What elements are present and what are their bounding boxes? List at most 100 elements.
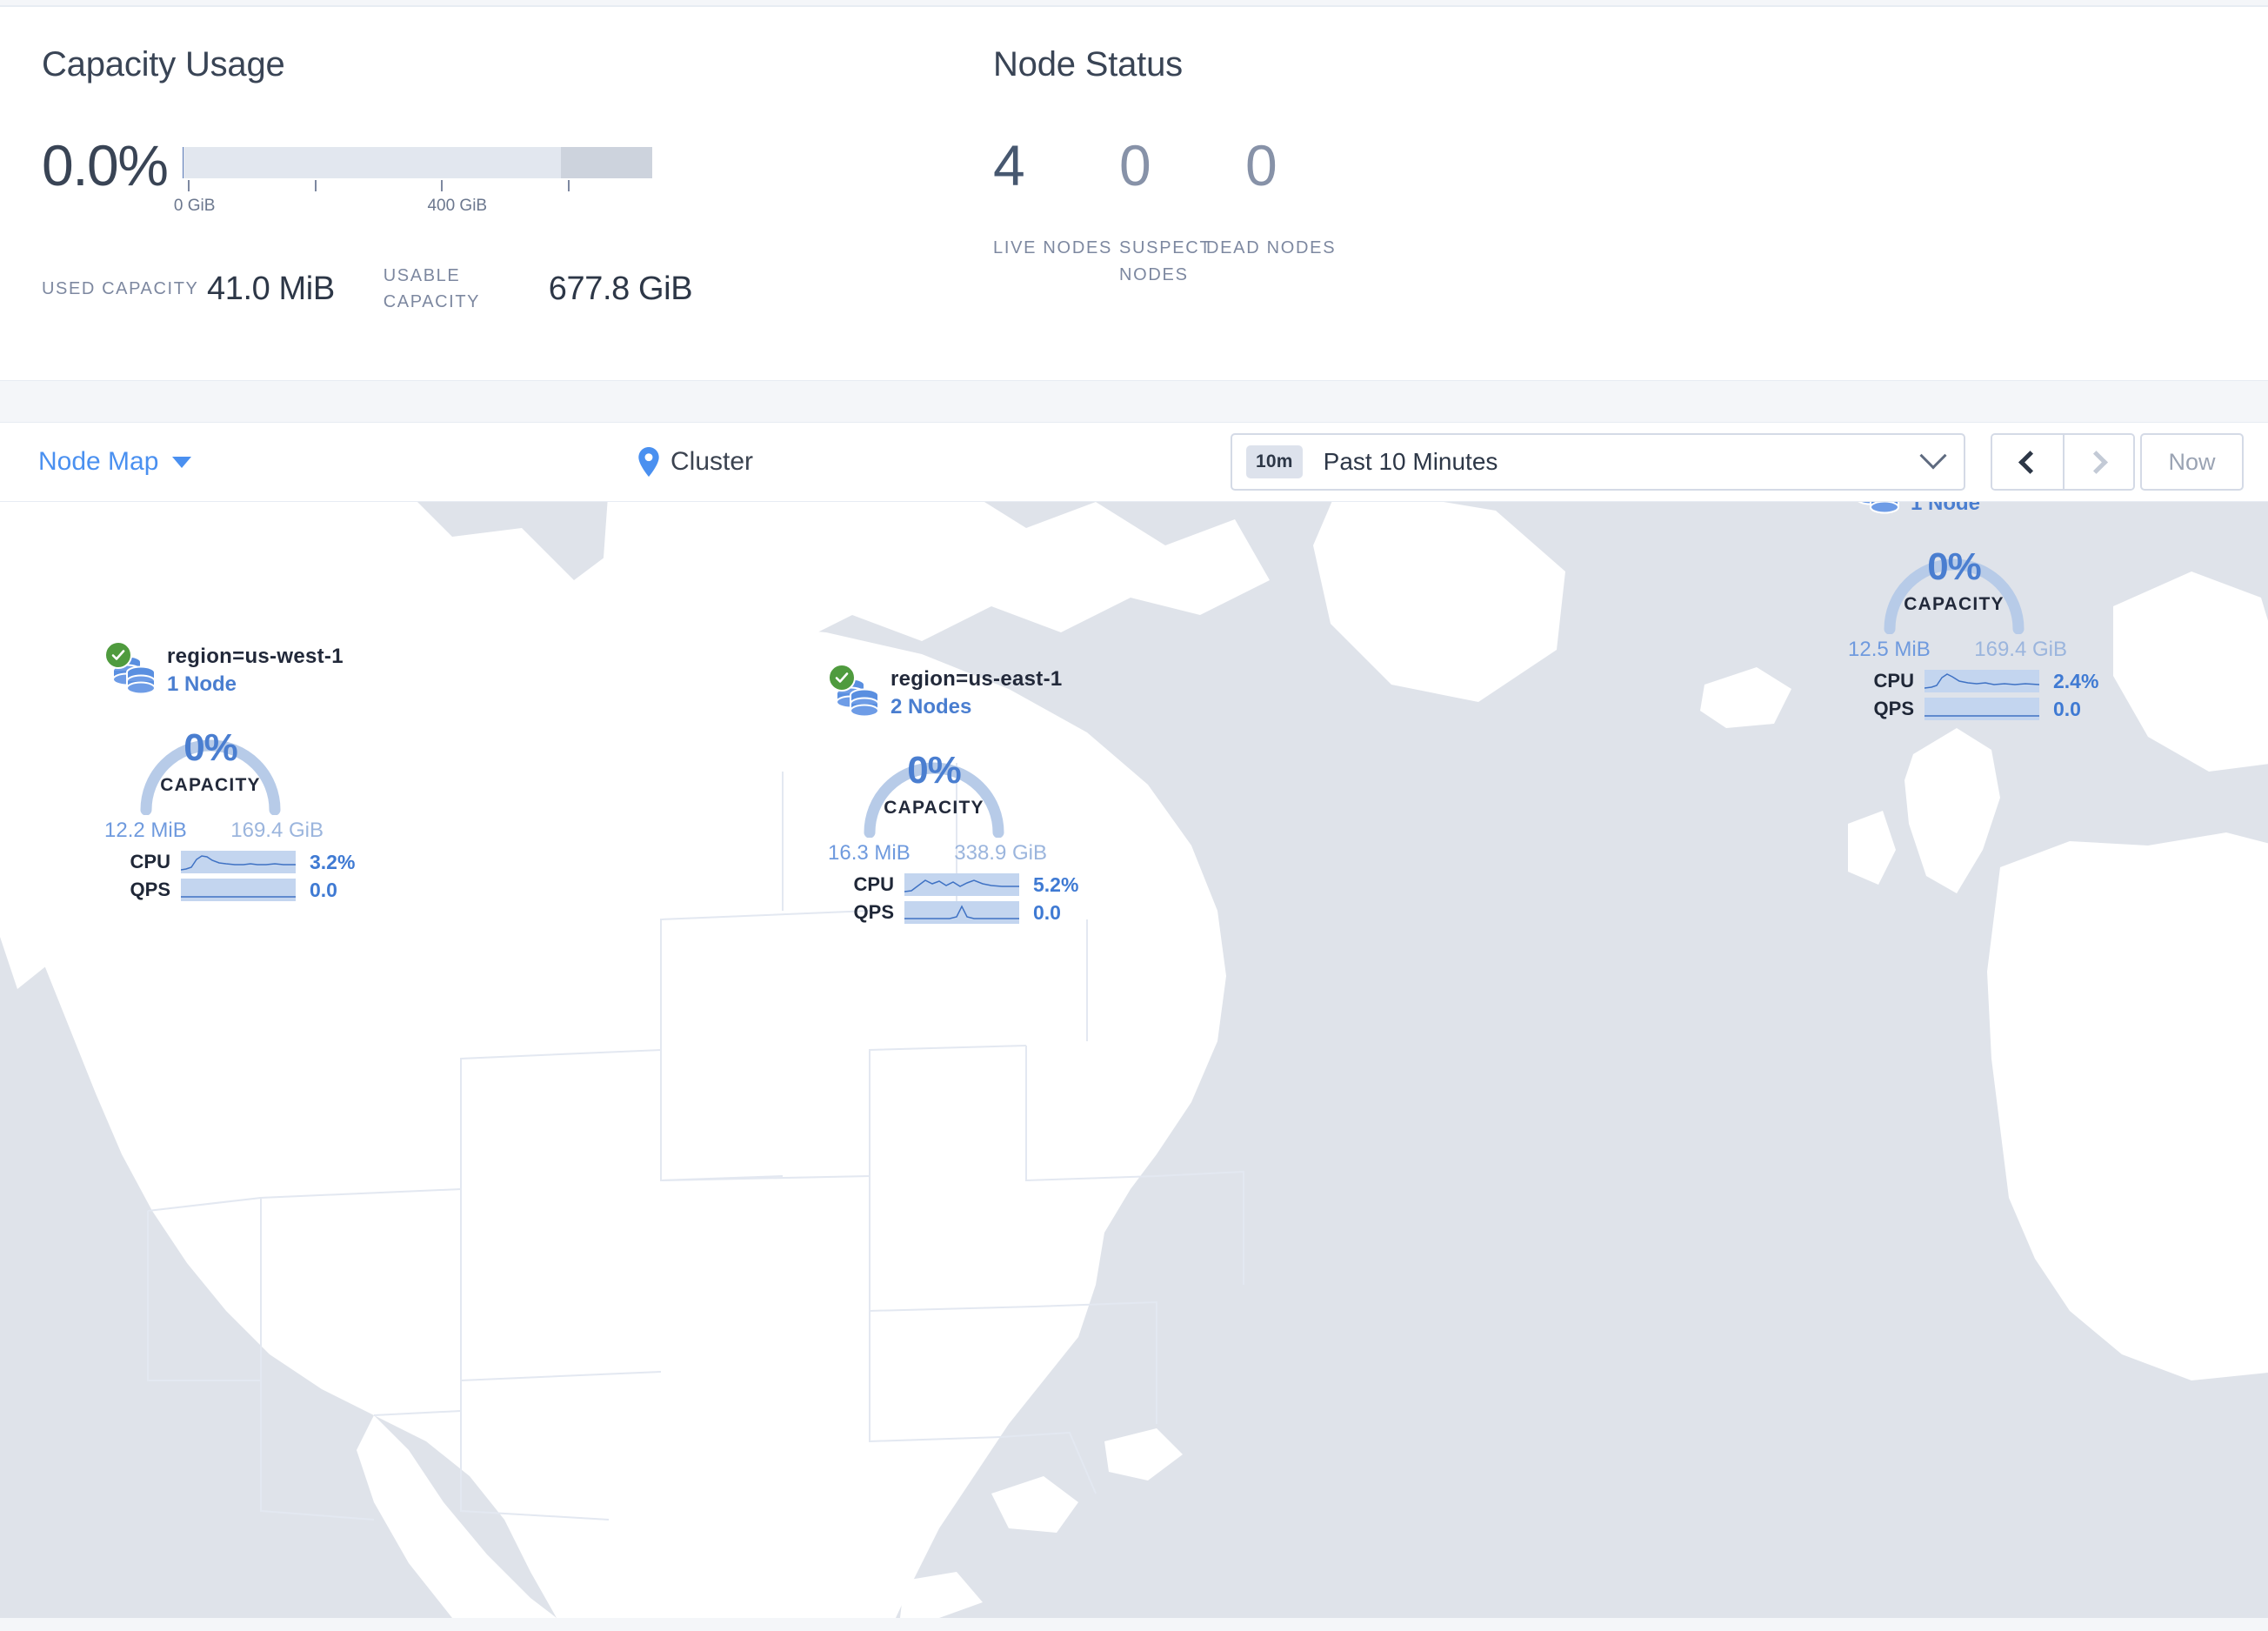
time-next-button[interactable] xyxy=(2063,435,2133,489)
metric-label: QPS xyxy=(853,901,894,923)
capacity-bar-reserved xyxy=(561,147,653,178)
node-status-labels: LIVE NODES SUSPECT NODES DEAD NODES xyxy=(993,235,1654,289)
metric-row: QPS 0.0 xyxy=(849,899,1089,926)
locality-used-capacity: 12.2 MiB xyxy=(104,819,187,842)
stat-value: 0 xyxy=(1119,133,1151,197)
stat-value: 0 xyxy=(1245,133,1277,197)
metric-value: 3.2% xyxy=(310,850,356,873)
metric-value: 0.0 xyxy=(2053,697,2081,720)
locality-used-capacity: 16.3 MiB xyxy=(828,841,911,865)
locality-header: region=us-east-1 2 Nodes xyxy=(828,664,1089,721)
capacity-gauge-label: CAPACITY xyxy=(1904,594,2005,614)
locality-metrics: CPU 5.2% QPS 0.0 xyxy=(849,871,1089,926)
page-bottom-strip xyxy=(0,1618,2268,1631)
locality-used-capacity: 12.5 MiB xyxy=(1848,638,1931,661)
metric-label: QPS xyxy=(1873,698,1914,719)
locality-metrics: CPU 3.2% QPS 0.0 xyxy=(125,848,365,904)
locality-marker-eu-west-1[interactable]: region=eu-west-1 1 Node 0% CAPACITY 12.5… xyxy=(1848,502,2109,723)
capacity-axis-ticks xyxy=(183,180,652,194)
capacity-gauge-percent: 0% xyxy=(907,749,962,792)
usable-capacity-label: USABLE CAPACITY xyxy=(383,266,481,311)
summary-card: Capacity Usage 0.0% 0 GiB 400 GiB USED CA… xyxy=(0,5,2268,664)
node-status-panel: Node Status 4 0 0 LIVE NODES SUSPECT NODES D… xyxy=(993,45,1654,418)
capacity-gauge-percent: 0% xyxy=(1927,545,1982,588)
locality-marker-us-west-1[interactable]: region=us-west-1 1 Node 0% CAPACITY 12.2… xyxy=(104,641,365,904)
database-stack-icon xyxy=(1858,502,1899,514)
time-nav-group xyxy=(1991,433,2135,491)
time-prev-button[interactable] xyxy=(1992,435,2063,489)
locality-titles: region=us-west-1 1 Node xyxy=(167,645,344,697)
metric-row: QPS 0.0 xyxy=(1869,695,2109,723)
metric-row: CPU 3.2% xyxy=(125,848,365,876)
world-map-graphic xyxy=(0,502,2268,1618)
locality-marker-us-east-1[interactable]: region=us-east-1 2 Nodes 0% CAPACITY 16.… xyxy=(828,664,1089,926)
cpu-sparkline xyxy=(181,851,296,873)
check-circle-icon xyxy=(828,664,856,692)
used-capacity-label: USED CAPACITY xyxy=(42,279,199,298)
map-pin-icon xyxy=(638,447,659,477)
capacity-used-total-line: 12.5 MiB 169.4 GiB xyxy=(1848,638,2067,662)
metric-value: 0.0 xyxy=(1033,900,1061,924)
chevron-left-icon xyxy=(2018,450,2042,474)
locality-node-count[interactable]: 1 Node xyxy=(1911,502,1981,515)
locality-total-capacity: 169.4 GiB xyxy=(230,819,324,842)
capacity-gauge: 0% CAPACITY xyxy=(125,704,296,815)
chevron-down-icon xyxy=(172,456,192,468)
breadcrumb[interactable]: Cluster xyxy=(637,447,753,477)
locality-node-count[interactable]: 1 Node xyxy=(167,672,237,696)
metric-value: 0.0 xyxy=(310,878,337,901)
cpu-sparkline xyxy=(1924,670,2039,692)
time-range-select[interactable]: 10m Past 10 Minutes xyxy=(1231,433,1965,491)
locality-name: region=us-east-1 xyxy=(891,667,1063,691)
capacity-axis-tick xyxy=(314,180,317,191)
view-selector-label: Node Map xyxy=(38,447,159,476)
qps-sparkline xyxy=(181,879,296,901)
view-selector[interactable]: Node Map xyxy=(38,447,192,477)
capacity-usage-panel: Capacity Usage 0.0% 0 GiB 400 GiB USED CA… xyxy=(42,45,737,418)
locality-header: region=eu-west-1 1 Node xyxy=(1848,502,2109,518)
metric-row: QPS 0.0 xyxy=(125,876,365,904)
capacity-axis-labels: 0 GiB 400 GiB xyxy=(174,197,652,216)
locality-header: region=us-west-1 1 Node xyxy=(104,641,365,699)
capacity-used-total-line: 16.3 MiB 338.9 GiB xyxy=(828,841,1047,866)
locality-node-count[interactable]: 2 Nodes xyxy=(891,695,972,719)
capacity-axis-tick xyxy=(187,180,190,191)
capacity-percent-value: 0.0% xyxy=(42,133,169,197)
chevron-right-icon xyxy=(2085,450,2108,474)
locality-titles: region=eu-west-1 1 Node xyxy=(1911,502,2087,516)
time-range-label: Past 10 Minutes xyxy=(1323,448,1498,475)
capacity-axis-tick xyxy=(441,180,444,191)
usable-capacity-value: 677.8 GiB xyxy=(548,270,693,307)
stat-label: DEAD NODES xyxy=(1206,237,1337,257)
node-status-values: 4 0 0 xyxy=(993,133,1654,197)
now-button[interactable]: Now xyxy=(2140,433,2244,491)
check-circle-icon xyxy=(104,641,132,669)
capacity-gauge: 0% CAPACITY xyxy=(849,726,1019,838)
chevron-down-icon xyxy=(1919,442,1947,470)
breadcrumb-label: Cluster xyxy=(670,447,754,476)
locality-name: region=us-west-1 xyxy=(167,645,344,668)
stat-label: SUSPECT NODES xyxy=(1119,237,1212,284)
locality-total-capacity: 169.4 GiB xyxy=(1974,638,2067,661)
locality-titles: region=us-east-1 2 Nodes xyxy=(891,667,1063,719)
capacity-gauge: 0% CAPACITY xyxy=(1869,523,2039,634)
stat-label: LIVE NODES xyxy=(993,237,1113,257)
qps-sparkline xyxy=(904,901,1019,924)
metric-value: 5.2% xyxy=(1033,872,1079,896)
locality-metrics: CPU 2.4% QPS 0.0 xyxy=(1869,667,2109,723)
time-range-badge: 10m xyxy=(1246,445,1303,478)
capacity-gauge-label: CAPACITY xyxy=(884,798,984,818)
qps-sparkline xyxy=(1924,698,2039,720)
locality-icon-group xyxy=(104,641,162,699)
metric-label: CPU xyxy=(130,851,170,872)
locality-icon-group xyxy=(1848,502,1905,518)
node-map[interactable]: region=us-west-1 1 Node 0% CAPACITY 12.2… xyxy=(0,502,2268,1618)
node-status-title: Node Status xyxy=(993,45,1183,84)
metric-value: 2.4% xyxy=(2053,669,2099,692)
capacity-bar xyxy=(183,147,653,178)
capacity-gauge-label: CAPACITY xyxy=(160,775,261,795)
capacity-axis-tick xyxy=(568,180,570,191)
locality-icon-group xyxy=(828,664,885,721)
metric-label: QPS xyxy=(130,879,170,900)
